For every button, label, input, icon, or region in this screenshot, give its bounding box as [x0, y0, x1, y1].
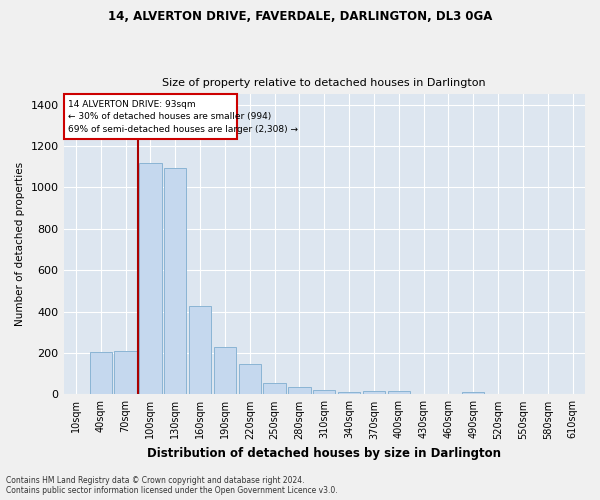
Bar — [263, 383, 286, 394]
Bar — [214, 347, 236, 395]
Title: Size of property relative to detached houses in Darlington: Size of property relative to detached ho… — [163, 78, 486, 88]
X-axis label: Distribution of detached houses by size in Darlington: Distribution of detached houses by size … — [147, 447, 501, 460]
Bar — [64, 94, 238, 139]
Bar — [388, 392, 410, 394]
Bar — [313, 390, 335, 394]
Bar — [115, 351, 137, 395]
Bar — [189, 306, 211, 394]
Bar — [338, 392, 360, 394]
Text: 14, ALVERTON DRIVE, FAVERDALE, DARLINGTON, DL3 0GA: 14, ALVERTON DRIVE, FAVERDALE, DARLINGTO… — [108, 10, 492, 23]
Bar — [89, 352, 112, 395]
Bar — [164, 168, 187, 394]
Bar — [139, 162, 161, 394]
Bar — [363, 391, 385, 394]
Text: 14 ALVERTON DRIVE: 93sqm
← 30% of detached houses are smaller (994)
69% of semi-: 14 ALVERTON DRIVE: 93sqm ← 30% of detach… — [68, 100, 298, 134]
Bar — [462, 392, 484, 394]
Text: Contains HM Land Registry data © Crown copyright and database right 2024.
Contai: Contains HM Land Registry data © Crown c… — [6, 476, 338, 495]
Y-axis label: Number of detached properties: Number of detached properties — [15, 162, 25, 326]
Bar — [288, 387, 311, 394]
Bar — [239, 364, 261, 394]
